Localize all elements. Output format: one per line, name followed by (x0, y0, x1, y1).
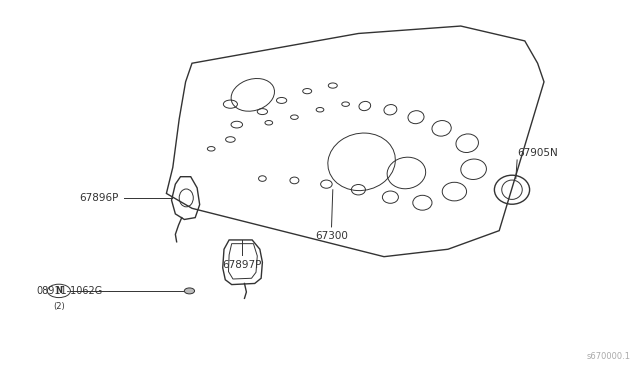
Circle shape (184, 288, 195, 294)
Text: (2): (2) (53, 302, 65, 311)
Text: s670000.1: s670000.1 (586, 352, 630, 361)
Text: 67896P: 67896P (79, 193, 118, 203)
Text: 67905N: 67905N (517, 148, 558, 158)
Text: N: N (56, 286, 62, 295)
Text: 08911-1062G: 08911-1062G (36, 286, 102, 296)
Text: 67300: 67300 (315, 231, 348, 241)
Text: 67897P: 67897P (222, 260, 262, 270)
